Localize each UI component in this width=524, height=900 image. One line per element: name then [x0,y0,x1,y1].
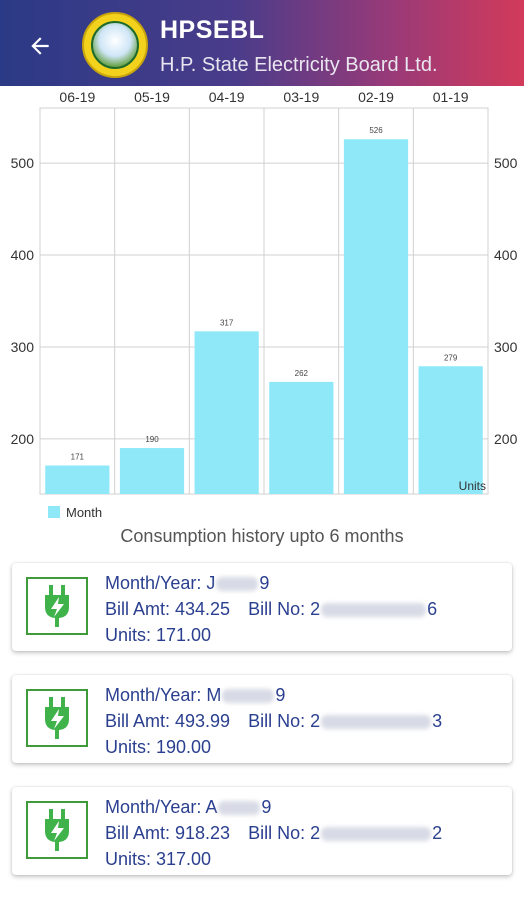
y-tick-label-left: 400 [11,247,35,263]
bill-amount: Bill Amt: 918.23 [105,823,231,843]
x-tick-label: 05-19 [134,89,170,105]
y-tick-label-left: 200 [11,431,35,447]
bar-data-label: 171 [71,453,85,462]
legend-swatch [48,506,60,518]
x-tick-label: 02-19 [358,89,394,105]
app-header: HPSEBL H.P. State Electricity Board Ltd. [0,0,524,86]
hpsebl-logo-icon [82,12,148,78]
bar [45,465,110,494]
y-tick-label-left: 500 [11,155,35,171]
bill-units: Units: 317.00 [105,849,212,869]
bill-units: Units: 171.00 [105,625,212,645]
electric-plug-icon [26,577,88,635]
electric-plug-icon [26,689,88,747]
bar [343,139,409,494]
back-button[interactable] [22,28,58,64]
bill-units: Units: 190.00 [105,737,212,757]
bill-amount: Bill Amt: 434.25 [105,599,231,619]
bar-data-label: 262 [295,369,309,378]
app-subtitle: H.P. State Electricity Board Ltd. [160,54,438,76]
bar-data-label: 279 [444,353,458,362]
y-tick-label-right: 500 [494,155,518,171]
bar [194,331,259,494]
y-tick-label-right: 200 [494,431,518,447]
x-tick-label: 03-19 [283,89,319,105]
arrow-left-icon [31,37,49,55]
bar-chart: 200 200 300 300 400 400 500 500 06-19 171 05-19 190… [11,89,518,520]
bar [418,366,483,494]
y-axis-label: Units [459,479,486,493]
bar [119,448,185,494]
bar [269,381,334,494]
x-tick-label: 04-19 [209,89,245,105]
x-tick-label: 06-19 [59,89,95,105]
y-tick-label-right: 400 [494,247,518,263]
x-tick-label: 01-19 [433,89,469,105]
bar-data-label: 526 [369,126,383,135]
legend-label: Month [66,505,102,520]
chart-caption: Consumption history upto 6 months [120,526,404,546]
bill-amount: Bill Amt: 493.99 [105,711,231,731]
y-tick-label-left: 300 [11,339,35,355]
y-tick-label-right: 300 [494,339,518,355]
bar-data-label: 190 [145,435,159,444]
consumption-chart: 200 200 300 300 400 400 500 500 06-19 171 05-19 190… [0,86,524,524]
bar-data-label: 317 [220,318,234,327]
electric-plug-icon [26,801,88,859]
app-title: HPSEBL [160,16,265,44]
